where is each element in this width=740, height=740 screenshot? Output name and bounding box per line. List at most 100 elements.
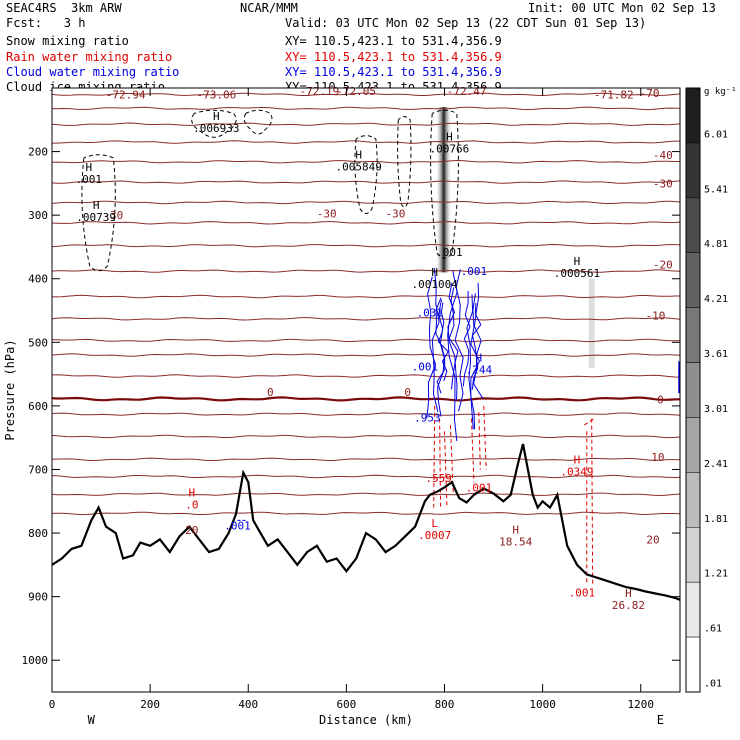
contour-label: -20 [653,259,673,272]
rain-water-contour [439,418,442,508]
rain-water-contour [433,405,436,508]
extremum-value: .559 [425,472,452,485]
y-axis-label: Pressure (hPa) [3,339,17,440]
colorbar-frame [685,87,701,693]
contour-label: -72.47 [447,85,487,98]
extremum-marker: H [446,130,453,143]
extremum-value: .001 [224,520,251,533]
temperature-contour [51,492,681,497]
extremum-value: .0007 [418,529,451,542]
temperature-contour [51,221,681,225]
extremum-value: .00739 [76,211,116,224]
cloud-ice-contour [397,116,412,208]
y-tick-label: 300 [28,209,48,222]
extremum-value: .001 [436,246,463,259]
extremum-value: .244 [466,364,493,377]
temperature-contour [51,200,681,205]
colorbar-tick-label: 4.81 [704,239,728,250]
rain-water-contour [483,405,487,470]
forecast-hour: Fcst: 3 h [6,16,86,30]
colorbar-segment [685,142,701,199]
contour-label: -30 [317,207,337,220]
contour-label: -70 [640,87,660,100]
temperature-contour [51,243,681,248]
x-tick-label: 200 [140,698,160,711]
model-title: SEAC4RS 3km ARW [6,1,122,15]
contour-label: -73.06 [196,88,236,101]
contour-label: 20 [185,524,198,537]
cloud-water-contour [447,270,458,442]
x-axis-label: Distance (km) [319,713,413,727]
contour-label: 20 [646,533,659,546]
cloud-water-contour [473,282,484,399]
colorbar-segment [685,307,701,363]
field-label-snow: Snow mixing ratio [6,34,129,48]
extremum-marker: H [189,487,196,500]
extremum-marker: H [85,161,92,174]
x-tick-label: 800 [435,698,455,711]
colorbar-tick-label: 4.21 [704,294,728,305]
temperature-contour [51,159,680,164]
extremum-marker: H [625,587,632,600]
cloud-water-contour [466,294,476,430]
colorbar-segment [685,362,701,418]
cloud-ice-contour [81,154,116,272]
east-label: E [657,713,664,727]
extremum-marker: H [512,523,519,536]
colorbar-segment [685,636,701,693]
contour-label: 0 [404,386,411,399]
snow-shading-plume [435,107,452,273]
contour-label: -10 [646,310,666,323]
temperature-contour [51,338,681,343]
x-tick-label: 400 [238,698,258,711]
cloud-water-contour [447,282,458,401]
rain-water-contour [444,431,448,508]
colorbar-unit: g kg⁻¹ [704,87,737,97]
cloud-water-contour [435,297,446,394]
temperature-contour [52,140,680,144]
x-tick-label: 1200 [628,698,655,711]
extremum-marker: H [476,352,483,365]
colorbar-tick-label: 3.61 [704,349,728,360]
extremum-marker: H [93,199,100,212]
contour-label: 0 [657,394,664,407]
center-credit: NCAR/MMM [240,1,298,15]
init-time: Init: 00 UTC Mon 02 Sep 13 [528,1,716,15]
extremum-marker: H [431,266,438,279]
temperature-contour [51,317,681,321]
field-xy-snow: XY= 110.5,423.1 to 531.4,356.9 [285,34,502,48]
contour-label: -72.19 [300,85,340,98]
extremum-value: .005849 [335,160,381,173]
cloud-water-contour [437,302,449,382]
field-label-rain: Rain water mixing ratio [6,50,173,64]
extremum-value: .0 [185,499,198,512]
plot-area [52,88,680,692]
contour-label: -30 [386,207,406,220]
y-tick-label: 500 [28,336,48,349]
temperature-contour [52,457,681,462]
colorbar-segment [685,197,701,253]
cloud-water-contour [454,269,464,412]
extremum-marker: H [213,110,220,123]
snow-shading-small [588,278,595,368]
colorbar-tick-label: .01 [704,679,722,690]
temperature-contour [51,294,680,299]
west-label: W [88,713,96,727]
field-label-cloud-water: Cloud water mixing ratio [6,65,180,79]
y-tick-label: 200 [28,146,48,159]
temperature-contour [51,434,681,439]
contour-label: -72.05 [336,85,376,98]
extremum-value: .001 [569,586,596,599]
x-tick-label: 600 [336,698,356,711]
extremum-value: .000561 [554,267,600,280]
colorbar-segment [685,581,701,638]
extremum-value: .0349 [560,465,593,478]
temperature-contour [51,353,681,357]
y-tick-label: 400 [28,273,48,286]
rain-water-contour [470,418,475,483]
y-tick-label: 1000 [22,654,49,667]
extremum-value: .953 [414,411,441,424]
colorbar-segment [685,417,701,473]
y-tick-label: 700 [28,463,48,476]
contour-label: -72.94 [106,88,146,101]
